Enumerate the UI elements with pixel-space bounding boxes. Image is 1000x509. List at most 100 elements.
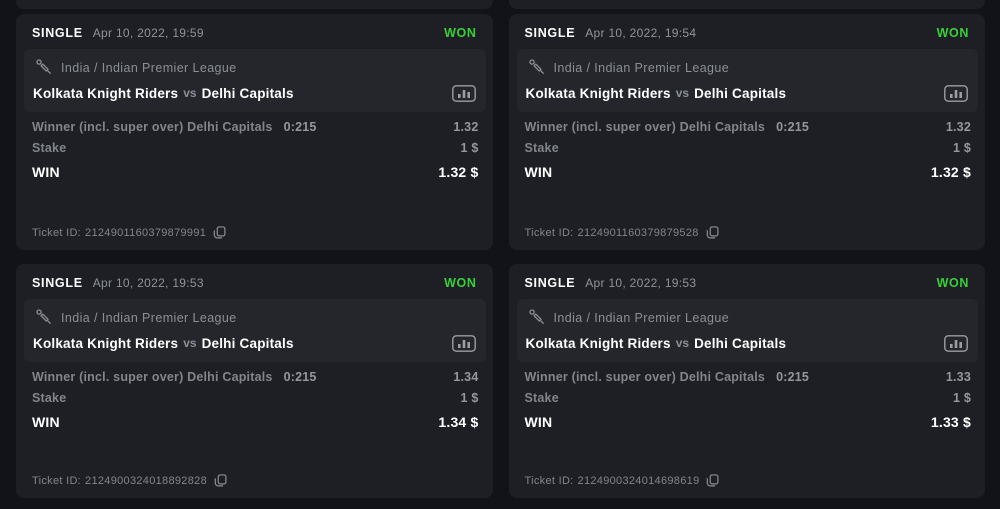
- ticket-id-value: 2124900324014698619: [577, 474, 700, 487]
- league-row: India / Indian Premier League: [526, 308, 969, 327]
- match-score: 0:215: [283, 120, 317, 134]
- copy-icon[interactable]: [706, 474, 719, 487]
- league-row: India / Indian Premier League: [33, 308, 476, 327]
- match-panel: India / Indian Premier League Kolkata Kn…: [24, 299, 486, 362]
- home-team: Kolkata Knight Riders: [33, 335, 179, 351]
- stake-value: 1 $: [953, 391, 971, 405]
- bet-date: Apr 10, 2022, 19:53: [585, 275, 697, 290]
- stake-label: Stake: [32, 141, 67, 155]
- win-label: WIN: [524, 414, 553, 430]
- win-row: WIN 1.33 $: [525, 412, 972, 436]
- bet-type-label: SINGLE: [32, 25, 83, 40]
- ticket-id-row: Ticket ID: 2124901160379879991: [32, 226, 226, 239]
- stake-label: Stake: [524, 391, 559, 405]
- odds-value: 1.33: [945, 370, 971, 384]
- ticket-id-label: Ticket ID:: [524, 474, 574, 487]
- ticket-header: SINGLE Apr 10, 2022, 19:53 WON: [509, 264, 986, 299]
- ticket-header: SINGLE Apr 10, 2022, 19:54 WON: [509, 14, 986, 49]
- bet-details: Winner (incl. super over) Delhi Capitals…: [509, 112, 986, 186]
- bet-ticket-card: SINGLE Apr 10, 2022, 19:59 WON India / I…: [16, 14, 493, 250]
- match-panel: India / Indian Premier League Kolkata Kn…: [516, 299, 978, 362]
- win-value: 1.32 $: [930, 164, 971, 180]
- odds-value: 1.32: [945, 120, 971, 134]
- cricket-bat-and-ball-icon: [35, 58, 52, 78]
- bet-date: Apr 10, 2022, 19:54: [585, 25, 697, 40]
- stake-row: Stake 1 $: [32, 391, 479, 412]
- card-partial: [16, 0, 493, 9]
- league-name: India / Indian Premier League: [553, 310, 730, 325]
- bet-ticket-card: SINGLE Apr 10, 2022, 19:54 WON India / I…: [508, 14, 986, 250]
- win-label: WIN: [32, 414, 60, 430]
- bet-details: Winner (incl. super over) Delhi Capitals…: [509, 362, 986, 436]
- copy-icon[interactable]: [214, 474, 227, 487]
- teams-row: Kolkata Knight Riders vs Delhi Capitals: [33, 334, 476, 352]
- selection-label: Winner (incl. super over) Delhi Capitals: [32, 370, 273, 384]
- win-row: WIN 1.34 $: [32, 412, 479, 436]
- vs-label: vs: [675, 86, 690, 100]
- status-badge: WON: [444, 25, 477, 40]
- selection-label: Winner (incl. super over) Delhi Capitals: [32, 120, 273, 134]
- copy-icon[interactable]: [706, 226, 719, 239]
- card-partial: [508, 0, 985, 9]
- win-value: 1.32 $: [438, 164, 479, 180]
- bar-chart-icon[interactable]: [944, 334, 968, 352]
- match-score: 0:215: [283, 370, 317, 384]
- bet-cards-grid: SINGLE Apr 10, 2022, 19:59 WON India / I…: [16, 14, 985, 498]
- selection-row: Winner (incl. super over) Delhi Capitals…: [525, 370, 972, 391]
- cricket-bat-and-ball-icon: [528, 58, 545, 78]
- match-score: 0:215: [776, 370, 810, 384]
- bet-details: Winner (incl. super over) Delhi Capitals…: [16, 112, 493, 186]
- stake-row: Stake 1 $: [525, 391, 972, 412]
- bet-ticket-card: SINGLE Apr 10, 2022, 19:53 WON India / I…: [508, 264, 986, 498]
- win-row: WIN 1.32 $: [32, 162, 479, 186]
- odds-value: 1.32: [453, 120, 479, 134]
- bet-date: Apr 10, 2022, 19:53: [92, 275, 204, 290]
- bar-chart-icon[interactable]: [451, 334, 476, 352]
- ticket-id-value: 2124901160379879991: [85, 226, 207, 239]
- bet-ticket-card: SINGLE Apr 10, 2022, 19:53 WON India / I…: [16, 264, 493, 498]
- previous-row-card-bottoms: [16, 0, 985, 9]
- teams-row: Kolkata Knight Riders vs Delhi Capitals: [526, 84, 969, 102]
- vs-label: vs: [675, 336, 690, 350]
- ticket-id-label: Ticket ID:: [524, 226, 574, 239]
- ticket-header: SINGLE Apr 10, 2022, 19:59 WON: [16, 14, 493, 49]
- bet-type-label: SINGLE: [32, 275, 83, 290]
- odds-value: 1.34: [453, 370, 479, 384]
- match-panel: India / Indian Premier League Kolkata Kn…: [24, 49, 486, 112]
- teams-row: Kolkata Knight Riders vs Delhi Capitals: [526, 334, 969, 352]
- match-score: 0:215: [776, 120, 810, 134]
- league-row: India / Indian Premier League: [33, 58, 476, 77]
- win-row: WIN 1.32 $: [525, 162, 972, 186]
- stake-value: 1 $: [460, 391, 479, 405]
- win-value: 1.34 $: [438, 414, 479, 430]
- win-value: 1.33 $: [930, 414, 971, 430]
- stake-value: 1 $: [953, 141, 971, 155]
- away-team: Delhi Capitals: [201, 85, 294, 101]
- stake-label: Stake: [524, 141, 559, 155]
- ticket-id-row: Ticket ID: 2124901160379879528: [525, 226, 719, 239]
- league-name: India / Indian Premier League: [553, 60, 730, 75]
- away-team: Delhi Capitals: [694, 335, 787, 351]
- copy-icon[interactable]: [213, 226, 226, 239]
- league-name: India / Indian Premier League: [61, 60, 237, 75]
- teams-row: Kolkata Knight Riders vs Delhi Capitals: [33, 84, 476, 102]
- selection-label: Winner (incl. super over) Delhi Capitals: [524, 370, 766, 384]
- ticket-header: SINGLE Apr 10, 2022, 19:53 WON: [16, 264, 493, 299]
- ticket-id-label: Ticket ID:: [32, 226, 82, 239]
- league-name: India / Indian Premier League: [61, 310, 237, 325]
- away-team: Delhi Capitals: [201, 335, 294, 351]
- bar-chart-icon[interactable]: [944, 84, 968, 102]
- win-label: WIN: [32, 164, 60, 180]
- status-badge: WON: [444, 275, 477, 290]
- bar-chart-icon[interactable]: [451, 84, 476, 102]
- cricket-bat-and-ball-icon: [35, 308, 52, 328]
- status-badge: WON: [936, 275, 969, 290]
- ticket-id-row: Ticket ID: 2124900324018892828: [32, 474, 227, 487]
- stake-row: Stake 1 $: [525, 141, 972, 162]
- bet-type-label: SINGLE: [524, 25, 576, 40]
- away-team: Delhi Capitals: [694, 85, 787, 101]
- home-team: Kolkata Knight Riders: [33, 85, 179, 101]
- vs-label: vs: [183, 86, 197, 100]
- home-team: Kolkata Knight Riders: [525, 335, 671, 351]
